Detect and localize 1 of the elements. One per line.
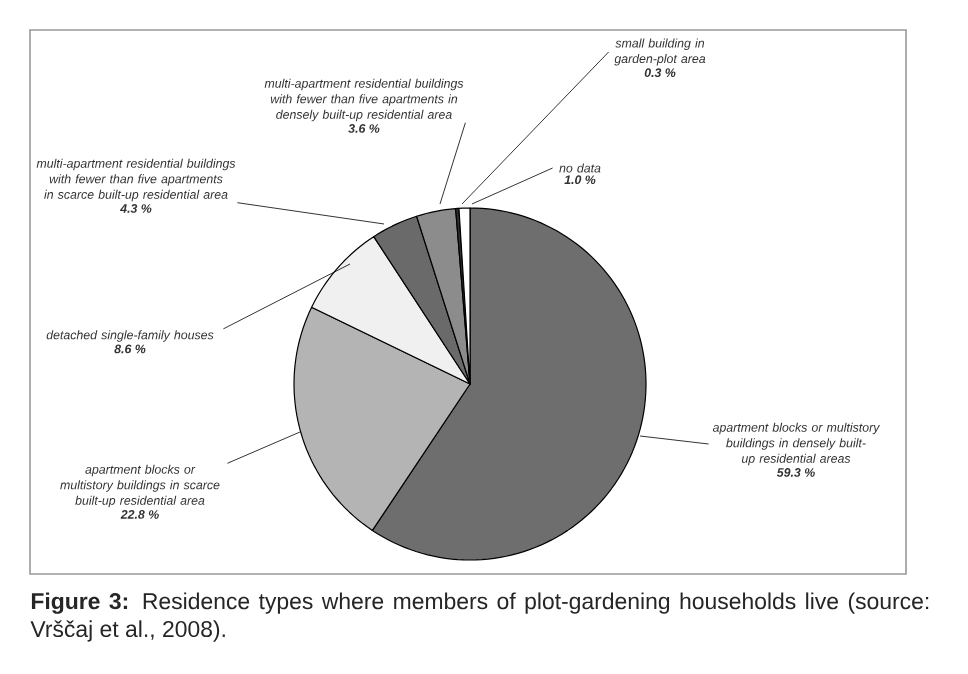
text: Figure 3: Residence types where members of plot-gardening households live (source: Vrščaj et al., 2008). <box>30 592 929 642</box>
